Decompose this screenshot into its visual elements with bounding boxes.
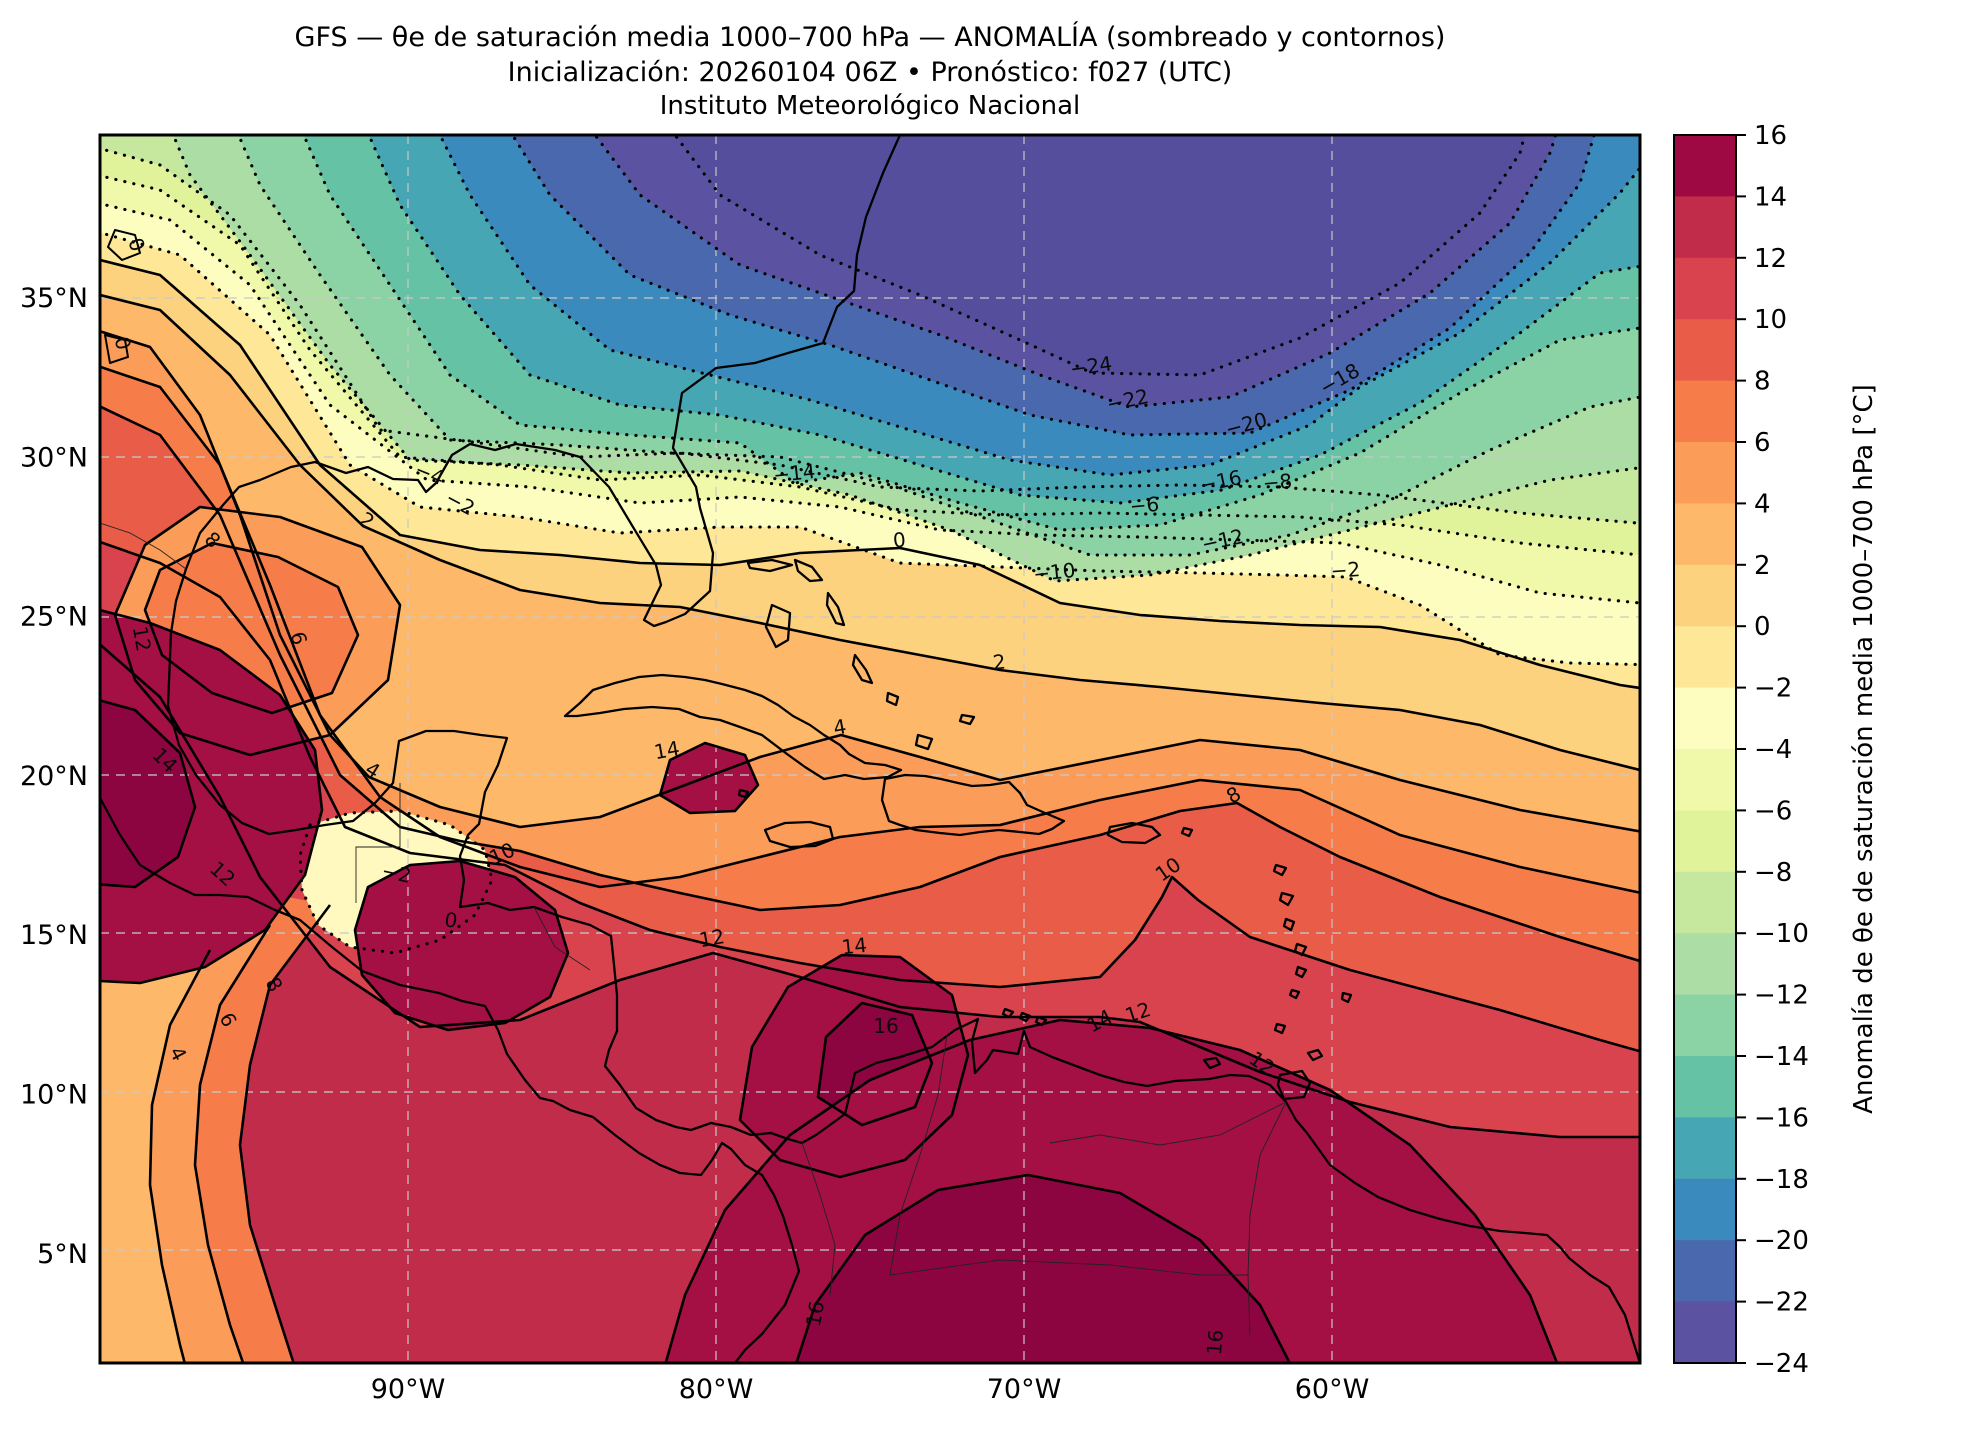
contour-label: 0 bbox=[443, 907, 459, 933]
y-tick-label: 10°N bbox=[20, 1080, 88, 1111]
zero-and-positive-contour-lines bbox=[100, 135, 1640, 1363]
colorbar-tick-label: 6 bbox=[1754, 428, 1771, 458]
y-tick-label: 30°N bbox=[20, 442, 88, 473]
contour-label: 12 bbox=[128, 624, 156, 653]
colorbar-tick-label: −4 bbox=[1754, 735, 1792, 765]
coast-puerto-rico bbox=[1106, 821, 1162, 845]
subtitle-init-forecast: Inicialización: 20260104 06Z • Pronóstic… bbox=[508, 57, 1233, 88]
coast-hispaniola bbox=[880, 773, 1066, 837]
contour-label: 16 bbox=[801, 1299, 829, 1328]
contour-label: −8 bbox=[1262, 469, 1293, 495]
colorbar-tick-label: 14 bbox=[1754, 182, 1787, 212]
coast-cuba bbox=[563, 673, 903, 781]
contour-label: 16 bbox=[1202, 1329, 1228, 1356]
colorbar-tick-label: −14 bbox=[1754, 1042, 1809, 1072]
contour-label: 4 bbox=[831, 714, 848, 740]
colorbar-cells bbox=[1674, 135, 1736, 1364]
colorbar-cell bbox=[1674, 871, 1736, 934]
colorbar-cell bbox=[1674, 687, 1736, 750]
colorbar-cell bbox=[1674, 994, 1736, 1057]
colorbar-cell bbox=[1674, 503, 1736, 566]
contour-label: 14 bbox=[840, 933, 868, 960]
map-field: −24−22−20−18−16−14−12−10−8−6−4−2−2−20000… bbox=[100, 135, 1640, 1363]
colorbar-cell bbox=[1674, 135, 1736, 197]
y-tick-label: 20°N bbox=[20, 761, 88, 792]
colorbar-tick-label: −2 bbox=[1754, 674, 1792, 704]
colorbar-cell bbox=[1674, 196, 1736, 259]
colorbar-cell bbox=[1674, 810, 1736, 873]
contour-label: −24 bbox=[1068, 351, 1113, 381]
contour-label: −2 bbox=[380, 858, 414, 888]
y-tick-label: 15°N bbox=[20, 920, 88, 951]
x-tick-label: 80°W bbox=[679, 1374, 754, 1405]
colorbar-axis-label: Anomalía de θe de saturación media 1000–… bbox=[1849, 384, 1879, 1114]
colorbar-cell bbox=[1674, 1240, 1736, 1303]
contour-label: −10 bbox=[1032, 558, 1076, 586]
colorbar-tick-labels: 16 14 12 10 8 6 4 2 0 −2 −4 −6 −8 −10 −12 −14 −16 −18 −20 −… bbox=[1736, 121, 1809, 1379]
colorbar-tick-label: 4 bbox=[1754, 489, 1771, 519]
colorbar-cell bbox=[1674, 442, 1736, 504]
colorbar-cell bbox=[1674, 626, 1736, 689]
colorbar-cell bbox=[1674, 1056, 1736, 1118]
colorbar-cell bbox=[1674, 749, 1736, 811]
coast-jamaica bbox=[763, 820, 835, 849]
coast-pacific-central-america bbox=[100, 796, 801, 1363]
y-axis-tick-labels: 35°N 30°N 25°N 20°N 15°N 10°N 5°N bbox=[20, 283, 88, 1270]
contour-label: 14 bbox=[652, 736, 681, 764]
contour-label: −6 bbox=[1129, 492, 1160, 518]
institution-title: Instituto Meteorológico Nacional bbox=[660, 91, 1080, 121]
colorbar-cell bbox=[1674, 564, 1736, 627]
colorbar-cell bbox=[1674, 1301, 1736, 1364]
contour-label: 6 bbox=[286, 629, 312, 648]
y-tick-label: 35°N bbox=[20, 283, 88, 314]
contour-label: 2 bbox=[992, 649, 1007, 674]
colorbar-tick-label: 12 bbox=[1754, 244, 1787, 274]
colorbar-tick-label: −22 bbox=[1754, 1288, 1809, 1318]
coast-lesser-antilles bbox=[1001, 826, 1353, 1101]
colorbar-tick-label: −8 bbox=[1754, 858, 1792, 888]
y-tick-label: 25°N bbox=[20, 602, 88, 633]
coastlines bbox=[100, 135, 1640, 1363]
colorbar-cell bbox=[1674, 319, 1736, 382]
x-tick-label: 90°W bbox=[371, 1374, 446, 1405]
contour-label: 16 bbox=[873, 1014, 898, 1038]
colorbar-cell bbox=[1674, 1117, 1736, 1180]
colorbar-tick-label: −20 bbox=[1754, 1226, 1809, 1256]
x-tick-label: 70°W bbox=[987, 1374, 1062, 1405]
contour-label: 0 bbox=[892, 528, 907, 553]
x-axis-tick-labels: 90°W 80°W 70°W 60°W bbox=[371, 1374, 1370, 1405]
contour-label: −2 bbox=[1330, 557, 1361, 583]
colorbar-tick-label: −6 bbox=[1754, 796, 1792, 826]
colorbar-cell bbox=[1674, 933, 1736, 996]
coast-bahamas bbox=[737, 558, 976, 799]
y-tick-label: 5°N bbox=[37, 1239, 88, 1270]
contour-label: −14 bbox=[772, 459, 816, 487]
colorbar-tick-label: −18 bbox=[1754, 1165, 1809, 1195]
colorbar: 16 14 12 10 8 6 4 2 0 −2 −4 −6 −8 −10 −12 −14 −16 −18 −20 −… bbox=[1673, 121, 1879, 1379]
x-tick-label: 60°W bbox=[1295, 1374, 1370, 1405]
colorbar-tick-label: 10 bbox=[1754, 305, 1787, 335]
colorbar-cell bbox=[1674, 1178, 1736, 1241]
map-frame bbox=[98, 133, 1642, 1365]
colorbar-tick-label: −10 bbox=[1754, 919, 1809, 949]
country-borders bbox=[100, 522, 1287, 1336]
colorbar-cell bbox=[1674, 380, 1736, 443]
colorbar-tick-label: 8 bbox=[1754, 367, 1771, 397]
colorbar-tick-label: 16 bbox=[1754, 121, 1787, 151]
colorbar-tick-label: 0 bbox=[1754, 612, 1771, 642]
contour-label: 12 bbox=[697, 924, 726, 952]
colorbar-tick-label: −12 bbox=[1754, 981, 1809, 1011]
colorbar-tick-label: −24 bbox=[1754, 1349, 1809, 1379]
colorbar-cell bbox=[1674, 257, 1736, 320]
map-plot-area: −24−22−20−18−16−14−12−10−8−6−4−2−2−20000… bbox=[98, 133, 1642, 1365]
colorbar-tick-label: −16 bbox=[1754, 1103, 1809, 1133]
contour-label: 0 bbox=[110, 334, 136, 353]
colorbar-tick-label: 2 bbox=[1754, 551, 1771, 581]
page-title: GFS — θe de saturación media 1000–700 hP… bbox=[295, 21, 1446, 53]
coast-north-america-gulf-caribbean bbox=[166, 135, 1640, 1363]
